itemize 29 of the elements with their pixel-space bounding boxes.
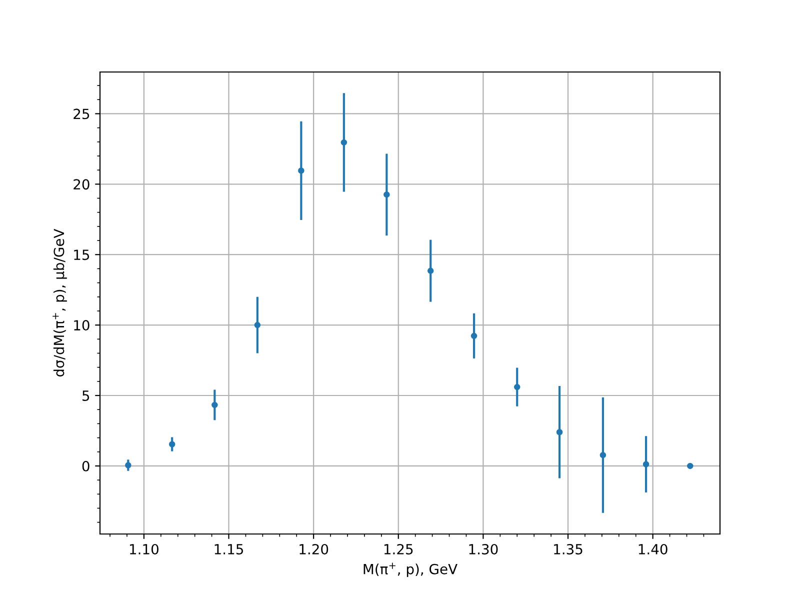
point	[125, 462, 132, 468]
y-tick-label: 10	[74, 320, 90, 331]
x-tick-label: 1.10	[130, 544, 158, 554]
point	[687, 462, 694, 470]
point	[514, 384, 520, 390]
y-tick-label: 0	[82, 460, 90, 472]
point	[340, 139, 348, 146]
x-tick-label: 1.20	[300, 544, 328, 554]
x-tick-label: 1.15	[214, 544, 243, 554]
point	[427, 268, 434, 274]
y-tick-label: 15	[74, 250, 90, 260]
point	[470, 332, 478, 340]
point	[212, 402, 218, 408]
x-tick-label: 1.35	[554, 544, 582, 554]
point	[556, 429, 563, 436]
x-tick-label: 1.40	[638, 544, 668, 554]
point	[298, 168, 304, 174]
point	[254, 322, 261, 328]
point	[168, 441, 176, 448]
x-tick-label: 1.25	[384, 544, 413, 554]
y-tick-label: 20	[74, 179, 90, 190]
y-tick-label: 25	[74, 108, 90, 120]
x-tick-label: 1.30	[469, 544, 498, 554]
y-tick-label: 5	[82, 390, 90, 401]
point	[600, 452, 606, 458]
x-axis-title: M(π$^{+}$, p), GeV	[364, 562, 458, 578]
point	[384, 191, 390, 198]
point	[642, 461, 650, 468]
y-axis-title: dσ/dM(π$^{+}$, p), μb/GeV	[52, 228, 67, 377]
